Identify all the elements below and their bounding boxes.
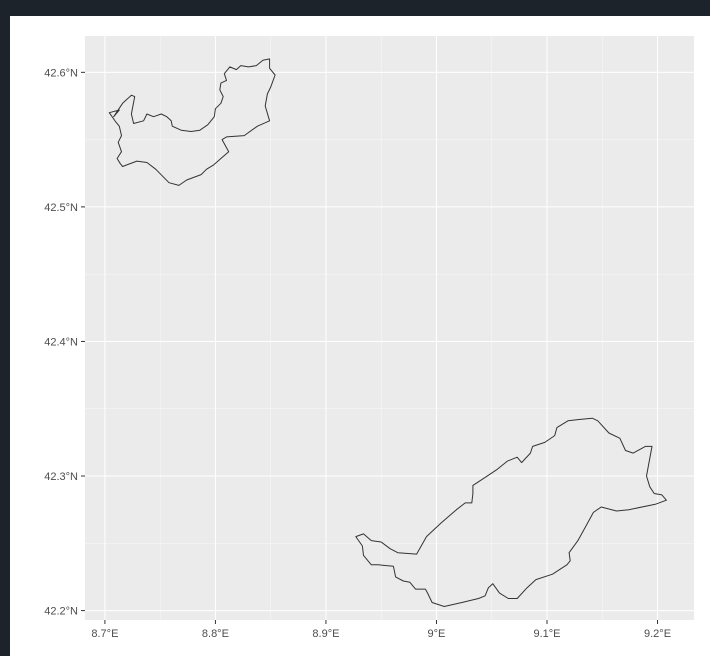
x-tick-label: 8.8°E bbox=[202, 628, 229, 640]
y-tick-label: 42.4°N bbox=[44, 336, 78, 348]
x-tick-label: 9.1°E bbox=[533, 628, 560, 640]
y-tick-label: 42.3°N bbox=[44, 471, 78, 483]
y-tick-label: 42.2°N bbox=[44, 606, 78, 618]
map-figure: 8.7°E 8.8°E 8.9°E 9°E 9.1°E 9.2°E 42.2°N 42.3°N… bbox=[10, 16, 710, 656]
y-tick-label: 42.6°N bbox=[44, 67, 78, 79]
map-window: 8.7°E 8.8°E 8.9°E 9°E 9.1°E 9.2°E 42.2°N 42.3°N… bbox=[10, 16, 710, 656]
map-panel-background bbox=[85, 36, 694, 620]
y-tick-label: 42.5°N bbox=[44, 202, 78, 214]
x-tick-label: 9.2°E bbox=[644, 628, 671, 640]
x-tick-label: 8.9°E bbox=[312, 628, 339, 640]
x-tick-label: 9°E bbox=[428, 628, 446, 640]
x-tick-label: 8.7°E bbox=[91, 628, 118, 640]
